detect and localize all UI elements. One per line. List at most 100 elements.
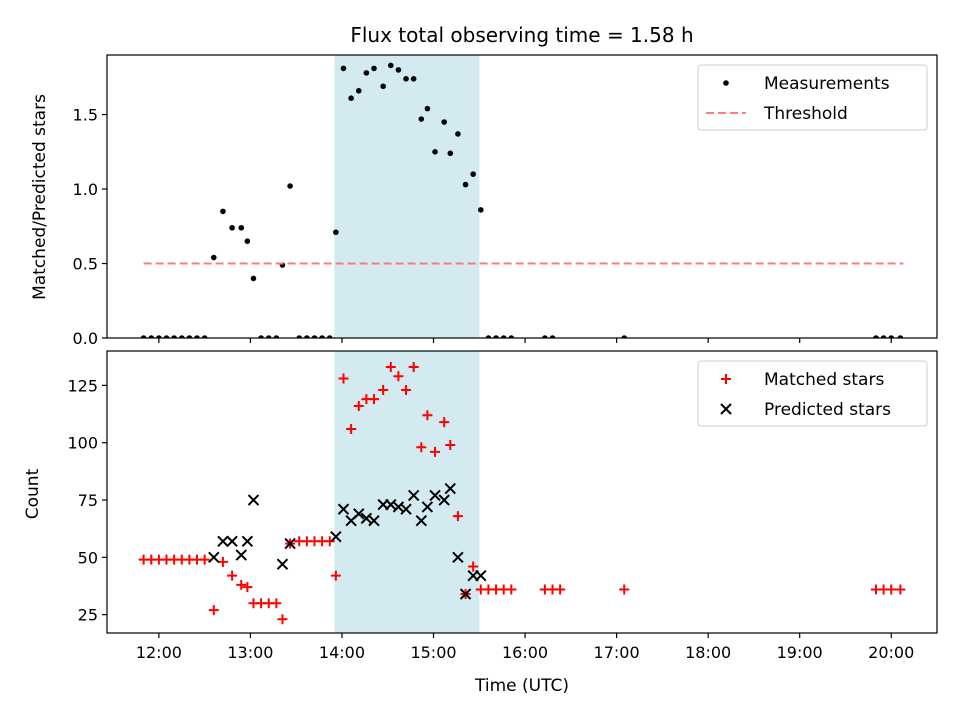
measurement-point [485, 335, 492, 338]
measurement-point [455, 131, 461, 137]
measurement-point [273, 335, 280, 338]
matched-star-point [369, 394, 380, 405]
measurement-point [194, 335, 200, 338]
matched-star-point [330, 570, 341, 581]
legend-label: Measurements [764, 74, 890, 94]
y-tick-label: 100 [67, 434, 98, 453]
x-tick-label: 15:00 [410, 643, 456, 662]
predicted-star-point [217, 535, 229, 548]
measurement-point [441, 119, 447, 125]
legend-label: Matched stars [764, 370, 884, 390]
legend-dot-marker [723, 80, 729, 86]
measurement-point [363, 70, 370, 76]
y-tick-label: 0.0 [73, 329, 98, 348]
matched-star-point [378, 384, 389, 395]
matched-star-point [208, 605, 219, 616]
bottom-panel: 25 50 75 100 125 12:00 13:00 14:00 15:00 16:00 17:… [67, 350, 938, 662]
predicted-star-point [400, 503, 412, 515]
y-tick-label: 75 [78, 491, 98, 510]
axes-frame [106, 350, 938, 634]
matched-star-point [439, 417, 450, 428]
legend-x-marker [720, 403, 732, 415]
matched-star-point [393, 371, 404, 382]
measurement-point [163, 335, 170, 338]
measurement-point [355, 87, 362, 94]
predicted-star-point [459, 588, 472, 600]
measurement-point [888, 335, 895, 338]
matched-star-point [242, 582, 253, 593]
predicted-star-point [444, 482, 456, 495]
predicted-star-point [407, 489, 420, 502]
measurement-point [186, 335, 193, 338]
predicted-star-point [226, 535, 238, 548]
measurement-point [500, 335, 507, 338]
y-tick-label: 125 [67, 376, 98, 395]
matched-star-point [886, 584, 897, 595]
measurement-point [387, 62, 394, 69]
measurement-point [296, 335, 303, 338]
x-tick-label: 14:00 [319, 643, 365, 662]
observing-window-span [334, 55, 480, 338]
x-tick-label: 20:00 [868, 643, 914, 662]
top-y-axis-label: Matched/Predicted stars [30, 94, 50, 300]
measurement-point [326, 335, 333, 338]
measurement-point [380, 83, 386, 90]
x-tick-label: 19:00 [777, 643, 823, 662]
legend-box [697, 360, 928, 427]
matched-star-point [353, 401, 364, 412]
measurement-point [250, 275, 257, 282]
legend: Matched stars Predicted stars [697, 360, 928, 427]
matched-star-point [555, 584, 566, 595]
measurement-point [258, 335, 264, 338]
measurement-point [140, 335, 147, 338]
matched-star-point [277, 614, 288, 625]
measurement-point [462, 181, 469, 188]
measurement-point [348, 95, 354, 101]
matched-star-point [401, 384, 412, 395]
predicted-star-point [438, 494, 450, 506]
matched-star-point [422, 410, 433, 421]
matched-star-point [227, 570, 238, 581]
y-tick-label: 50 [78, 548, 98, 567]
x-tick-label: 17:00 [594, 643, 640, 662]
matched-star-point [338, 373, 349, 384]
predicted-star-point [284, 537, 296, 550]
matched-star-point [324, 536, 335, 547]
predicted-star-point [235, 549, 247, 561]
measurement-point [287, 183, 293, 189]
measurement-point [340, 65, 347, 72]
matched-star-point [895, 584, 906, 595]
top-panel: 0.0 0.5 1.0 1.5 Measurements Threshold [73, 54, 938, 348]
measurement-point [897, 335, 904, 338]
measurement-point [508, 335, 515, 338]
predicted-star-point [241, 535, 254, 548]
matched-star-point [430, 446, 441, 457]
predicted-star-point [429, 489, 441, 502]
predicted-star-point [337, 503, 350, 515]
measurement-point [220, 208, 226, 215]
legend: Measurements Threshold [697, 64, 928, 131]
measurement-point [395, 67, 402, 73]
y-tick-label: 1.0 [73, 180, 98, 199]
legend-label: Threshold [763, 104, 848, 124]
measurement-point [201, 335, 208, 338]
x-axis-label: Time (UTC) [474, 676, 569, 696]
predicted-star-point [330, 530, 342, 543]
measurement-point [156, 335, 162, 338]
bottom-y-axis-label: Count [23, 468, 43, 519]
x-tick-label: 16:00 [502, 643, 548, 662]
predicted-star-point [247, 494, 260, 506]
measurement-point [148, 335, 155, 338]
measurement-point [311, 335, 318, 338]
measurement-point [880, 335, 887, 338]
matched-star-point [416, 442, 427, 453]
measurement-point [873, 335, 879, 338]
measurement-point [304, 335, 310, 338]
matched-star-point [468, 561, 479, 572]
legend-box [697, 64, 928, 131]
predicted-star-point [276, 558, 289, 570]
y-tick-label: 1.5 [73, 106, 98, 125]
measurement-point [319, 335, 325, 338]
measurement-point [542, 335, 548, 338]
